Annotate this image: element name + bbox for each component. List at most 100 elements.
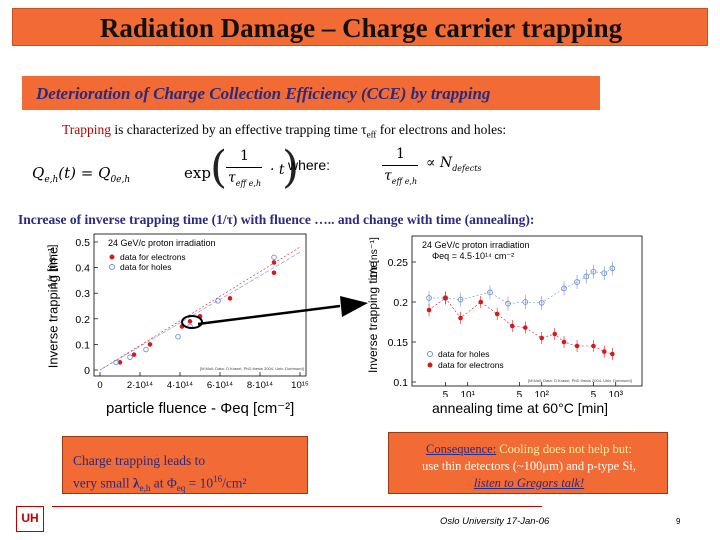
left-xtick-label: 2·10¹⁴ — [127, 380, 153, 391]
right-ytick-label: 0.2 — [393, 297, 408, 309]
right-x-label: annealing time at 60°C [min] — [432, 400, 609, 416]
mu-symbol: μ — [542, 459, 550, 473]
lambda-symbol: λ — [133, 475, 140, 491]
left-chart-title: 24 GeV/c proton irradiation — [108, 238, 216, 248]
box-left-line2c: = 10 — [185, 475, 214, 491]
right-xtick-label: 5 — [443, 390, 449, 397]
phi-sub: eq — [176, 483, 186, 494]
right-plot-frame — [411, 235, 643, 387]
electron-point — [523, 325, 528, 330]
hole-point — [601, 270, 608, 277]
charge-formula: Qe,h(t) = Q0e,h exp ( 1 τeff e,h · t ) — [32, 144, 332, 202]
left-y-unit: 1/τ [ns⁻¹] — [46, 244, 59, 289]
hole-point — [457, 296, 464, 303]
electron-point — [227, 296, 233, 301]
electron-point — [131, 352, 137, 357]
electron-point — [552, 331, 558, 337]
electron-point — [147, 342, 153, 347]
electron-point — [478, 299, 484, 305]
legend-holes-label: data for holes — [120, 262, 172, 272]
formula-exp: exp — [184, 164, 211, 182]
prop-fraction-bar — [382, 165, 418, 166]
hole-point — [426, 295, 432, 301]
trapping-desc-end: for electrons and holes: — [376, 122, 507, 137]
fluence-chart: 24 GeV/c proton irradiation data for ele… — [75, 233, 309, 391]
left-xticks: 0 2·10¹⁴ 4·10¹⁴ 6·10¹⁴ 8·10¹⁴ 10¹⁵ — [97, 372, 309, 391]
right-chart-fluence: Φeq = 4.5·10¹⁴ cm⁻² — [432, 251, 514, 261]
consequence-line2a: use thin detectors (~100 — [422, 459, 543, 473]
electron-point — [271, 260, 277, 265]
hole-point — [143, 346, 149, 353]
proportional-formula: 1 τeff e,h ∝ Ndefects — [376, 144, 496, 194]
hole-point — [271, 254, 277, 261]
right-y-unit: 1/τ [ns⁻¹] — [368, 237, 380, 279]
electron-point — [426, 307, 432, 313]
legend-electron-marker — [109, 254, 115, 260]
left-ytick-label: 0.2 — [75, 314, 90, 326]
hole-point — [583, 273, 590, 280]
highlight-ellipse — [181, 315, 203, 329]
electron-point — [458, 315, 463, 321]
legend-electrons-marker — [427, 362, 433, 368]
right-legend-holes: data for holes — [438, 349, 490, 359]
electron-point — [539, 335, 545, 341]
formula-fraction-bar — [226, 167, 262, 168]
paren-left: ( — [210, 142, 228, 193]
box-left-line1: Charge trapping leads to — [73, 453, 206, 468]
hole-point — [538, 299, 545, 306]
footer-center: Oslo University 17-Jan-06 — [440, 516, 550, 527]
hole-point — [561, 285, 567, 292]
hole-point — [522, 299, 529, 305]
gregor-talk-link[interactable]: listen to Gregors talk! — [473, 476, 585, 490]
consequence-heading: Consequence: — [426, 442, 497, 456]
legend-electrons-label: data for electrons — [120, 252, 186, 262]
hole-point — [215, 298, 221, 304]
right-ytick-label: 0.1 — [393, 377, 408, 389]
hole-point — [127, 354, 133, 360]
left-data-points — [113, 254, 277, 366]
prop-den: τ — [384, 168, 392, 184]
line2-part-a: Increase of inverse trapping time (1/ — [18, 212, 227, 227]
title-bar: Radiation Damage – Charge carrier trappi… — [12, 8, 708, 46]
right-legend: data for holes data for electrons — [427, 349, 504, 370]
footer-rule — [52, 506, 542, 507]
legend-holes-marker — [427, 351, 433, 357]
consequence-line1: Cooling does not help but: — [496, 442, 632, 456]
legend-hole-marker — [109, 264, 115, 270]
where-label: where: — [288, 157, 331, 173]
left-ytick-label: 0.3 — [75, 288, 90, 300]
box-left-line2a: very small — [73, 475, 133, 491]
tau-symbol: τ — [361, 122, 367, 137]
arrow-connector — [197, 296, 368, 326]
left-plot-frame — [93, 233, 307, 377]
left-ref: [M.Moll: Data: O.Krasel, PhD thesis 2004… — [200, 366, 304, 371]
left-electron-fit — [99, 246, 301, 371]
hole-point — [487, 289, 493, 296]
right-legend-electrons: data for electrons — [438, 360, 504, 370]
right-chart-title: 24 GeV/c proton irradiation — [422, 240, 530, 250]
left-ytick-label: 0.5 — [75, 237, 90, 249]
fluence-annealing-heading: Increase of inverse trapping time (1/τ) … — [18, 212, 534, 228]
formula-den: τ — [228, 170, 236, 186]
left-hole-fit — [99, 251, 301, 371]
hole-point — [590, 268, 597, 275]
slide-subtitle: Deterioration of Charge Collection Effic… — [36, 84, 491, 103]
prop-symbol: ∝ N — [426, 155, 453, 171]
box-left-line2b: at — [150, 475, 167, 491]
formula-q0-sub: 0e,h — [110, 175, 131, 185]
trapping-description: Trapping is characterized by an effectiv… — [62, 122, 506, 140]
left-ytick-label: 0.4 — [75, 263, 90, 275]
right-xtick-label: 10¹ — [460, 390, 475, 397]
right-xtick-label: 5 — [591, 390, 597, 397]
electron-point — [117, 360, 123, 365]
electron-point — [509, 323, 515, 329]
electron-point — [271, 270, 277, 276]
prop-numer: 1 — [396, 146, 405, 162]
right-electron-trend — [428, 297, 613, 355]
right-xtick-label: 10³ — [608, 390, 623, 397]
right-data-points — [426, 261, 616, 360]
annealing-chart: 24 GeV/c proton irradiation Φeq = 4.5·10… — [388, 235, 643, 397]
line2-part-b: ) with fluence ….. and change with time … — [232, 212, 535, 227]
arrow-line — [197, 304, 341, 326]
left-x-label: particle fluence - Φeq [cm⁻²] — [106, 400, 295, 417]
